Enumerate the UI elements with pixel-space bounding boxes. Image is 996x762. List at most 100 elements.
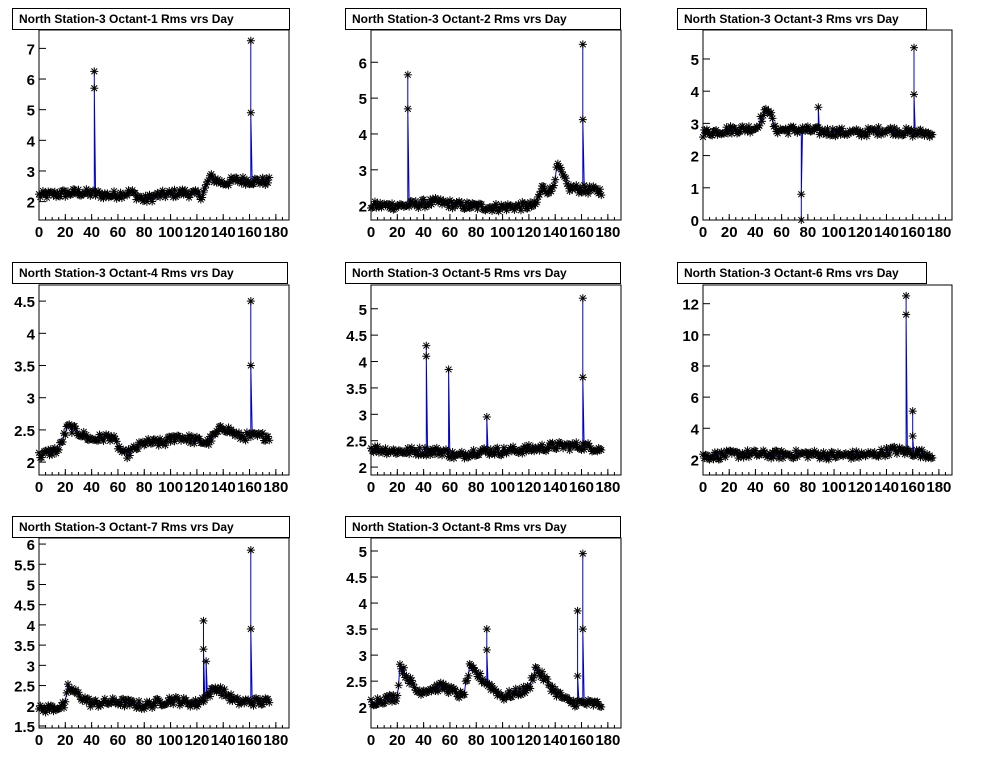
y-tick-label: 1.5 — [14, 719, 35, 736]
x-tick-label: 60 — [442, 732, 459, 749]
data-point — [246, 36, 255, 45]
x-tick-label: 140 — [543, 479, 568, 496]
x-tick-label: 160 — [237, 224, 262, 241]
y-tick-label: 7 — [27, 41, 35, 58]
y-tick-label: 5 — [359, 91, 367, 108]
data-point — [392, 697, 400, 706]
data-point — [757, 117, 766, 126]
data-point — [578, 625, 587, 634]
x-tick-label: 20 — [389, 732, 406, 749]
y-tick-label: 3.5 — [346, 622, 367, 639]
y-tick-label: 12 — [682, 297, 699, 314]
x-tick-label: 80 — [136, 479, 153, 496]
x-tick-label: 40 — [415, 479, 432, 496]
y-tick-label: 2 — [27, 195, 35, 212]
x-tick-label: 100 — [490, 732, 515, 749]
y-tick-label: 5 — [359, 302, 367, 319]
data-point — [403, 104, 412, 113]
data-point — [803, 453, 812, 462]
y-tick-label: 4.5 — [14, 598, 35, 615]
data-point — [476, 199, 485, 208]
data-point — [526, 684, 535, 693]
data-point — [263, 178, 272, 187]
chart-panel-5: 0 20 40 60 80 100 120 140 160 180 2 2.5 3 3.5 4 4.5 5 — [346, 284, 622, 496]
x-tick-label: 160 — [900, 479, 925, 496]
x-tick-label: 80 — [799, 224, 816, 241]
x-tick-label: 20 — [57, 224, 74, 241]
chart-title: North Station-3 Octant-6 Rms vrs Day — [677, 262, 927, 284]
x-tick-label: 40 — [747, 479, 764, 496]
chart-panel-2: 0 20 40 60 80 100 120 140 160 180 2 3 4 5 6 — [359, 29, 622, 241]
data-point — [42, 193, 51, 202]
data-point — [767, 108, 776, 117]
x-tick-label: 80 — [468, 479, 485, 496]
data-point — [71, 424, 80, 433]
data-point — [119, 694, 128, 703]
plot-frame — [702, 284, 953, 476]
data-point — [814, 103, 823, 112]
data-point — [751, 446, 760, 455]
x-tick-label: 180 — [926, 224, 951, 241]
chart-title: North Station-3 Octant-1 Rms vrs Day — [12, 8, 290, 30]
data-point — [198, 193, 207, 202]
data-point — [908, 432, 917, 441]
data-point — [457, 198, 466, 207]
y-tick-label: 6 — [691, 390, 699, 407]
data-point — [565, 446, 574, 455]
y-tick-label: 3.5 — [346, 381, 367, 398]
x-tick-label: 120 — [184, 732, 209, 749]
data-point — [202, 657, 211, 666]
y-tick-label: 5 — [27, 103, 35, 120]
x-tick-label: 100 — [158, 479, 183, 496]
data-point — [443, 446, 452, 455]
data-point — [246, 361, 255, 370]
y-tick-label: 5 — [27, 577, 35, 594]
chart-panel-8: 0 20 40 60 80 100 120 140 160 180 2 2.5 3 3.5 4 4.5 5 — [346, 537, 622, 749]
x-tick-label: 20 — [57, 732, 74, 749]
x-tick-label: 60 — [110, 479, 127, 496]
data-point — [463, 676, 472, 685]
data-point — [885, 451, 894, 460]
data-point — [169, 700, 178, 709]
y-tick-label: 3 — [359, 163, 367, 180]
data-point — [549, 181, 558, 190]
x-tick-label: 140 — [543, 732, 568, 749]
x-tick-label: 80 — [799, 479, 816, 496]
x-tick-label: 120 — [516, 479, 541, 496]
data-point — [595, 185, 604, 194]
x-tick-label: 100 — [822, 224, 847, 241]
x-tick-label: 180 — [926, 479, 951, 496]
x-tick-label: 40 — [83, 224, 100, 241]
x-tick-label: 160 — [237, 732, 262, 749]
x-tick-label: 140 — [543, 224, 568, 241]
y-tick-label: 2 — [359, 199, 367, 216]
data-point — [74, 688, 83, 697]
data-point — [573, 606, 582, 615]
y-tick-label: 2 — [359, 460, 367, 477]
x-tick-label: 100 — [158, 224, 183, 241]
data-point — [797, 216, 806, 224]
data-point — [125, 451, 134, 460]
data-point — [393, 691, 402, 700]
x-tick-label: 0 — [367, 479, 375, 496]
y-tick-label: 2 — [27, 699, 35, 716]
y-tick-label: 10 — [682, 328, 699, 345]
x-tick-label: 40 — [83, 732, 100, 749]
data-point — [597, 445, 606, 454]
data-point — [54, 445, 63, 454]
x-tick-label: 180 — [263, 224, 288, 241]
data-point — [928, 453, 937, 462]
data-point — [902, 291, 911, 300]
data-point — [543, 675, 552, 684]
x-tick-label: 0 — [699, 479, 707, 496]
chart-panel-6: 0 20 40 60 80 100 120 140 160 180 2 4 6 8 10 12 — [682, 284, 953, 496]
x-tick-label: 140 — [874, 479, 899, 496]
data-point — [399, 663, 408, 672]
x-tick-label: 160 — [569, 732, 594, 749]
x-tick-label: 40 — [747, 224, 764, 241]
data-point — [199, 645, 208, 654]
data-point — [394, 681, 403, 690]
data-point — [917, 445, 926, 454]
y-tick-label: 2.5 — [14, 423, 35, 440]
